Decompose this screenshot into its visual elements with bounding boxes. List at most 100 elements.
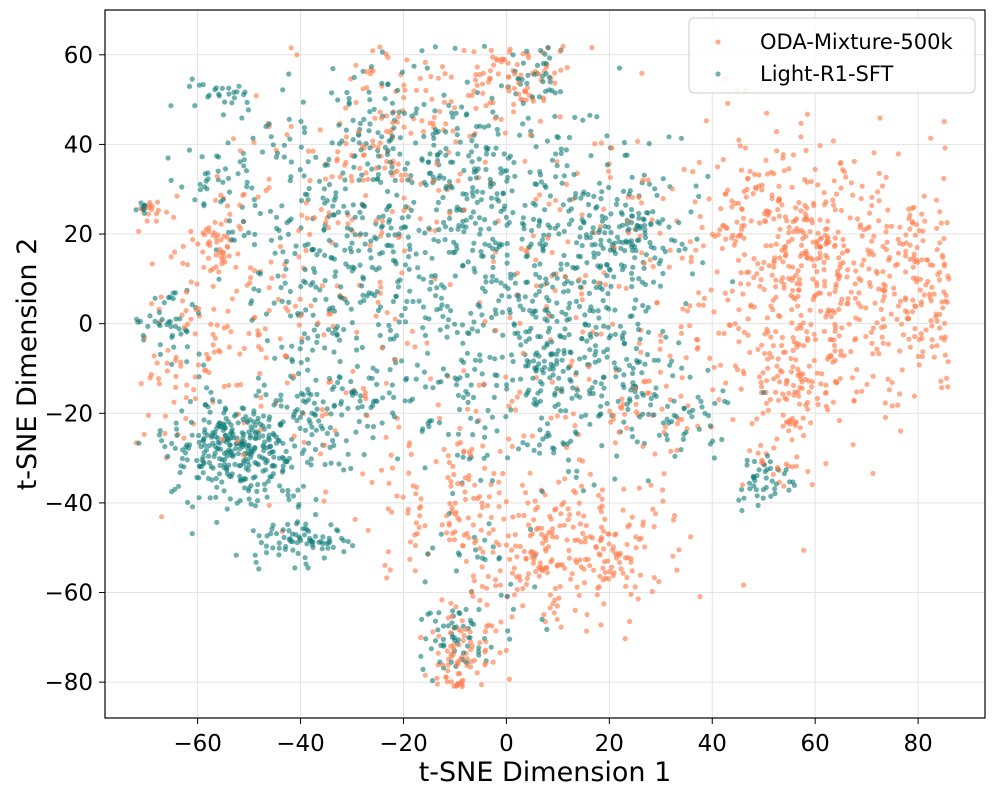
point-light-r1-sft bbox=[739, 507, 745, 514]
point-light-r1-sft bbox=[321, 226, 327, 232]
point-light-r1-sft bbox=[544, 280, 550, 286]
point-light-r1-sft bbox=[454, 329, 460, 336]
point-light-r1-sft bbox=[402, 166, 408, 172]
point-oda-mixture bbox=[777, 226, 783, 232]
point-oda-mixture bbox=[822, 278, 828, 284]
point-oda-mixture bbox=[809, 379, 816, 385]
point-oda-mixture bbox=[848, 348, 854, 355]
point-oda-mixture bbox=[557, 207, 563, 213]
point-oda-mixture bbox=[734, 367, 741, 373]
point-oda-mixture bbox=[610, 321, 616, 327]
point-light-r1-sft bbox=[533, 271, 539, 277]
point-light-r1-sft bbox=[285, 521, 291, 528]
point-oda-mixture bbox=[602, 559, 608, 565]
point-oda-mixture bbox=[520, 51, 526, 57]
point-light-r1-sft bbox=[482, 434, 488, 440]
point-light-r1-sft bbox=[660, 176, 666, 182]
point-light-r1-sft bbox=[309, 542, 315, 548]
point-light-r1-sft bbox=[262, 481, 268, 487]
point-oda-mixture bbox=[781, 244, 787, 250]
point-light-r1-sft bbox=[467, 176, 473, 182]
point-oda-mixture bbox=[460, 637, 466, 644]
point-light-r1-sft bbox=[176, 326, 182, 332]
point-oda-mixture bbox=[942, 320, 948, 326]
point-light-r1-sft bbox=[473, 547, 479, 553]
point-oda-mixture bbox=[817, 143, 823, 149]
point-light-r1-sft bbox=[582, 312, 588, 318]
point-oda-mixture bbox=[756, 172, 762, 178]
point-oda-mixture bbox=[556, 595, 562, 601]
point-oda-mixture bbox=[775, 464, 781, 471]
point-light-r1-sft bbox=[655, 357, 661, 363]
point-oda-mixture bbox=[601, 528, 607, 534]
point-oda-mixture bbox=[759, 187, 765, 193]
point-oda-mixture bbox=[824, 311, 830, 317]
point-light-r1-sft bbox=[204, 186, 210, 192]
point-light-r1-sft bbox=[286, 116, 292, 122]
point-light-r1-sft bbox=[324, 430, 330, 436]
point-light-r1-sft bbox=[239, 115, 245, 121]
point-light-r1-sft bbox=[274, 225, 280, 231]
point-light-r1-sft bbox=[305, 386, 311, 392]
point-light-r1-sft bbox=[296, 370, 302, 377]
point-oda-mixture bbox=[628, 559, 634, 565]
point-light-r1-sft bbox=[523, 338, 529, 344]
point-oda-mixture bbox=[775, 313, 782, 319]
point-oda-mixture bbox=[437, 108, 443, 115]
point-oda-mixture bbox=[557, 114, 563, 120]
point-light-r1-sft bbox=[286, 496, 292, 503]
point-light-r1-sft bbox=[305, 367, 311, 373]
point-oda-mixture bbox=[765, 407, 772, 413]
point-oda-mixture bbox=[474, 64, 480, 70]
point-oda-mixture bbox=[213, 235, 219, 241]
point-oda-mixture bbox=[678, 330, 685, 336]
point-light-r1-sft bbox=[512, 280, 519, 286]
point-oda-mixture bbox=[700, 243, 707, 249]
point-oda-mixture bbox=[796, 276, 803, 282]
point-light-r1-sft bbox=[510, 210, 516, 216]
point-light-r1-sft bbox=[576, 303, 583, 310]
point-light-r1-sft bbox=[360, 292, 366, 298]
point-light-r1-sft bbox=[344, 210, 350, 216]
point-oda-mixture bbox=[579, 212, 585, 218]
point-oda-mixture bbox=[870, 470, 876, 476]
point-oda-mixture bbox=[729, 198, 735, 204]
point-oda-mixture bbox=[915, 353, 921, 359]
point-oda-mixture bbox=[211, 306, 217, 312]
point-oda-mixture bbox=[452, 500, 458, 506]
point-oda-mixture bbox=[605, 168, 612, 174]
point-oda-mixture bbox=[545, 544, 552, 550]
point-light-r1-sft bbox=[196, 495, 202, 501]
point-light-r1-sft bbox=[279, 488, 285, 494]
point-light-r1-sft bbox=[486, 123, 492, 129]
point-light-r1-sft bbox=[459, 104, 465, 110]
point-light-r1-sft bbox=[420, 426, 426, 432]
point-oda-mixture bbox=[832, 328, 838, 334]
point-oda-mixture bbox=[811, 293, 817, 300]
point-oda-mixture bbox=[228, 329, 234, 335]
point-light-r1-sft bbox=[747, 486, 753, 492]
point-light-r1-sft bbox=[529, 94, 536, 100]
point-oda-mixture bbox=[171, 214, 177, 220]
point-oda-mixture bbox=[557, 523, 563, 529]
point-light-r1-sft bbox=[399, 312, 405, 318]
point-oda-mixture bbox=[786, 390, 792, 396]
point-oda-mixture bbox=[553, 534, 560, 540]
point-light-r1-sft bbox=[421, 369, 427, 375]
point-oda-mixture bbox=[573, 557, 579, 563]
point-light-r1-sft bbox=[390, 146, 396, 152]
point-oda-mixture bbox=[406, 443, 412, 449]
point-oda-mixture bbox=[836, 255, 842, 261]
point-oda-mixture bbox=[503, 542, 510, 548]
point-light-r1-sft bbox=[378, 179, 384, 185]
point-light-r1-sft bbox=[179, 408, 185, 414]
point-light-r1-sft bbox=[760, 487, 767, 493]
point-oda-mixture bbox=[446, 459, 452, 466]
point-light-r1-sft bbox=[419, 48, 425, 54]
point-oda-mixture bbox=[598, 534, 605, 541]
point-light-r1-sft bbox=[767, 465, 774, 471]
point-oda-mixture bbox=[611, 244, 617, 250]
point-oda-mixture bbox=[616, 429, 622, 435]
point-light-r1-sft bbox=[286, 528, 292, 534]
point-light-r1-sft bbox=[663, 334, 669, 340]
